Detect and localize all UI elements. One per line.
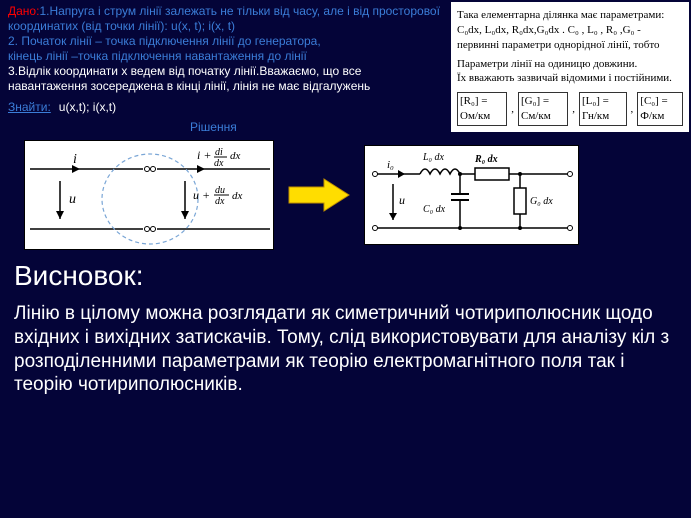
equiv-circuit-svg: i₀ L₀ dx R₀ dx u C₀ dx xyxy=(365,146,580,246)
param-text-1a: Така елементарна ділянка має параметрами… xyxy=(457,9,664,21)
line-element-svg: i u i + di dx dx u + du dx dx xyxy=(25,141,275,251)
lbl-u: u xyxy=(69,192,76,207)
given-line2: 2. Початок лінії – точка підключення лін… xyxy=(8,34,321,48)
find-label: Знайти: xyxy=(0,100,59,114)
lbl-G: G₀ dx xyxy=(530,196,553,207)
formula-g0: [G₀] = См/км xyxy=(518,92,568,126)
conclusion-block: Висновок: Лінію в цілому можна розглядат… xyxy=(0,250,691,397)
lbl-u2: u xyxy=(399,193,405,207)
svg-text:dx: dx xyxy=(232,190,243,202)
param-text-1b: C₀dx, L₀dx, R₀dx,G₀dx . C₀ , L₀ , R₀ ,G₀… xyxy=(457,24,659,51)
svg-text:du: du xyxy=(215,185,225,196)
svg-text:di: di xyxy=(215,147,223,158)
lbl-di: i + xyxy=(197,148,211,162)
given-block: Дано:1.Напруга і струм лінії залежать не… xyxy=(0,0,450,96)
find-value: u(x,t); i(x,t) xyxy=(59,100,116,114)
arrow-icon xyxy=(284,175,354,215)
diagram-line-element: i u i + di dx dx u + du dx dx xyxy=(24,140,274,250)
param-text-3: Їх вважають зазвичай відомими і постійни… xyxy=(457,71,683,86)
formula-r0: [R₀] = Ом/км xyxy=(457,92,507,126)
given-line1: 1.Напруга і струм лінії залежать не тіль… xyxy=(8,4,440,33)
formula-l0: [L₀] = Гн/км xyxy=(579,92,627,126)
given-line3: 3.Відлік координати х ведем від початку … xyxy=(8,64,370,93)
conclusion-body: Лінію в цілому можна розглядати як симет… xyxy=(14,302,677,397)
diagram-equivalent-circuit: i₀ L₀ dx R₀ dx u C₀ dx xyxy=(364,145,579,245)
lbl-du: u + xyxy=(193,188,210,202)
svg-text:dx: dx xyxy=(214,158,224,169)
svg-text:dx: dx xyxy=(215,196,225,207)
lbl-i: i xyxy=(73,152,77,167)
svg-text:dx: dx xyxy=(230,150,241,162)
formula-row: [R₀] = Ом/км, [G₀] = См/км, [L₀] = Гн/км… xyxy=(457,92,683,126)
lbl-i0: i₀ xyxy=(387,159,394,171)
conclusion-title: Висновок: xyxy=(14,260,677,292)
lbl-R: R₀ dx xyxy=(474,154,498,165)
given-label: Дано: xyxy=(8,4,39,18)
parameters-panel: Така елементарна ділянка має параметрами… xyxy=(451,2,689,132)
formula-c0: [C₀] = Ф/км xyxy=(637,92,683,126)
lbl-C: C₀ dx xyxy=(423,204,446,215)
param-text-2: Параметри лінії на одиницю довжини. xyxy=(457,57,683,72)
lbl-L: L₀ dx xyxy=(422,152,445,163)
diagrams-row: i u i + di dx dx u + du dx dx i₀ L₀ dx xyxy=(0,134,691,250)
given-line2b: кінець лінії –точка підключення навантаж… xyxy=(8,49,307,63)
